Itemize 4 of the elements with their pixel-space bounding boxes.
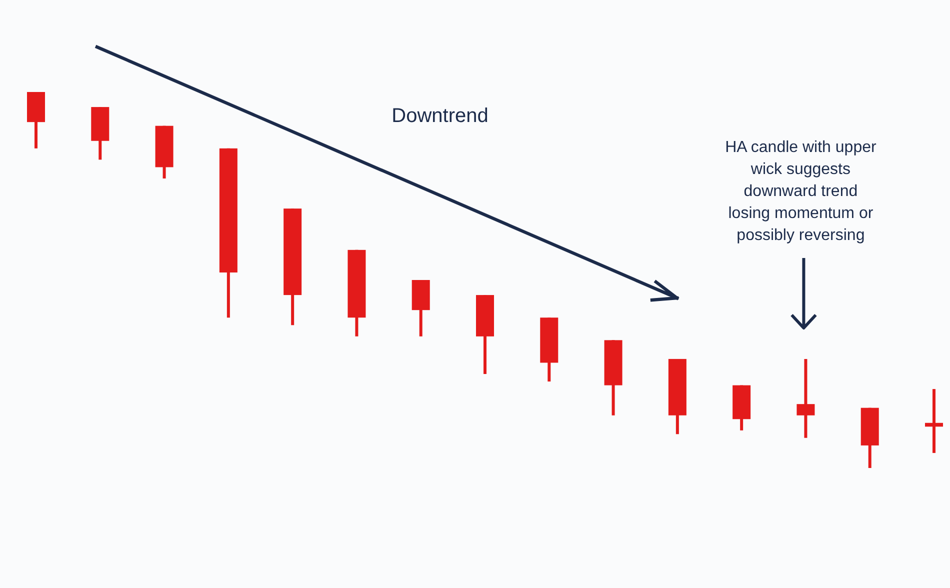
candlestick (796, 358, 815, 438)
annotation: HA candle with upper wick suggests downward trend losing momentum or possibly reversing (725, 139, 877, 244)
annotation: Downtrend (392, 105, 488, 127)
candlestick (925, 389, 943, 453)
